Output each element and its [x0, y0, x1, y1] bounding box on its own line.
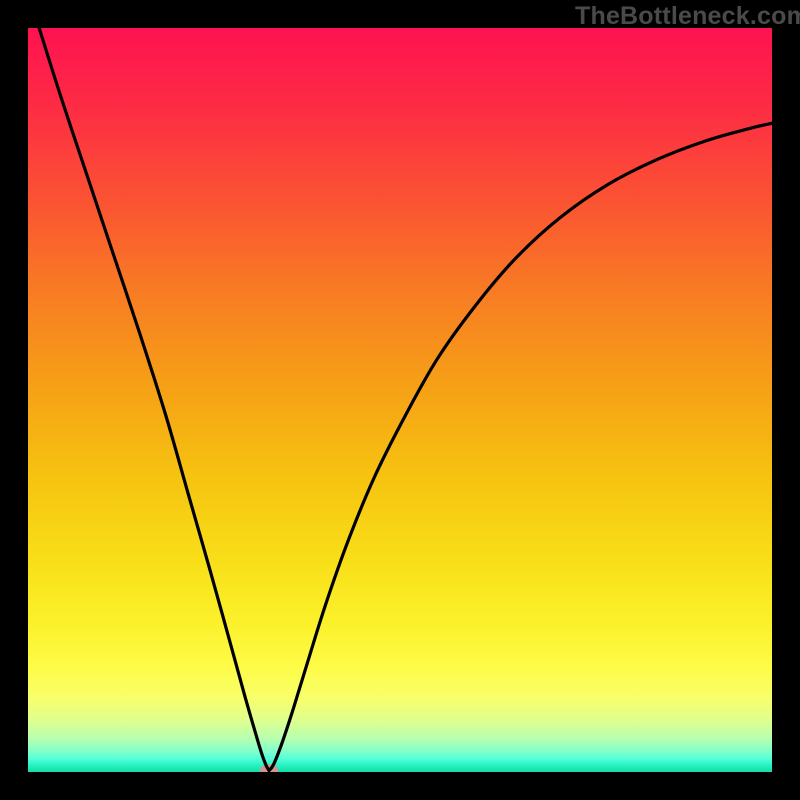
watermark-text: TheBottleneck.com [575, 2, 800, 31]
bottleneck-curve [28, 28, 772, 772]
curve-left-branch [39, 28, 269, 771]
curve-right-branch [269, 123, 772, 770]
plot-area [28, 28, 772, 772]
